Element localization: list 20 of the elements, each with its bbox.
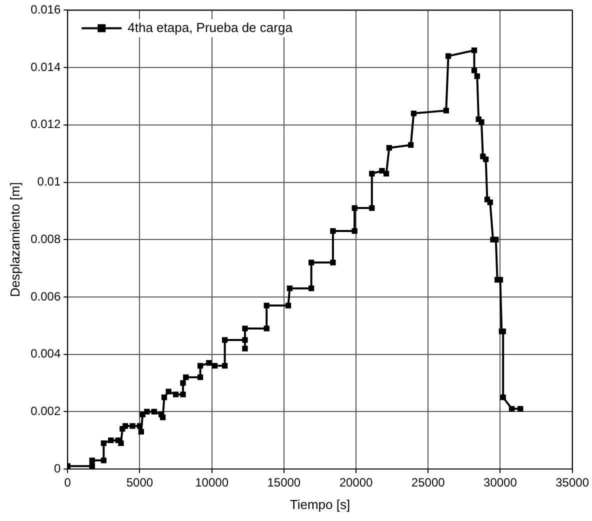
y-axis-title: Desplazamiento [m] [7,182,22,298]
y-tick-label: 0.002 [30,404,61,418]
x-tick-label: 25000 [411,476,446,490]
y-tick-label: 0.006 [30,289,61,304]
y-tick-label: 0 [54,461,61,476]
x-tick-label: 5000 [126,476,154,490]
x-tick-label: 10000 [195,476,229,490]
y-tick-label: 0.008 [30,232,61,246]
legend-label: 4tha etapa, Prueba de carga [128,20,294,35]
y-tick-label: 0.01 [37,174,61,189]
x-tick-label: 0 [64,476,72,490]
y-tick-label: 0.014 [30,60,61,74]
x-tick-label: 30000 [484,476,518,490]
y-tick-label: 0.004 [30,346,61,361]
x-axis-title: Tiempo [s] [290,496,350,512]
y-tick-label: 0.012 [30,117,61,132]
x-tick-label: 15000 [267,476,301,490]
x-tick-label: 20000 [339,476,374,490]
x-tick-label: 35000 [556,476,590,490]
y-tick-label: 0.016 [30,2,61,17]
